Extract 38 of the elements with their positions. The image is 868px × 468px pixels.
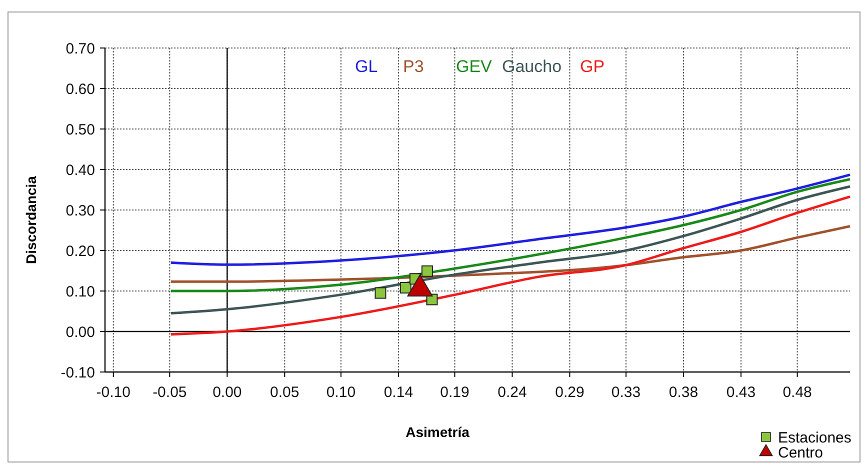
y-tick-label: 0.00 [66, 324, 95, 341]
text: P3 [403, 57, 424, 76]
text: GEV [456, 57, 493, 76]
x-tick-label: 0.19 [440, 384, 470, 401]
x-tick-label: 0.00 [212, 384, 242, 401]
x-axis-title: Asimetría [406, 424, 470, 440]
x-tick-label: 0.05 [270, 384, 300, 401]
text: GL [355, 57, 378, 76]
line-series [170, 174, 852, 266]
text: GP [580, 57, 605, 76]
y-tick-label: 0.60 [66, 80, 95, 98]
legend-label: Estaciones [778, 429, 852, 446]
y-axis-title: Discordancia [23, 176, 39, 264]
line-series [170, 195, 852, 336]
x-tick-label: 0.10 [326, 384, 356, 401]
text: Gaucho [502, 57, 562, 76]
line-series [170, 185, 852, 315]
x-tick-label: -0.10 [96, 384, 130, 401]
y-tick-label: 0.50 [66, 121, 95, 138]
y-tick-label: 0.20 [66, 242, 95, 260]
x-tick-label: 0.33 [611, 384, 641, 401]
x-tick-label: 0.38 [668, 384, 698, 401]
point [400, 282, 412, 294]
line-series [170, 178, 852, 292]
x-tick-label: 0.48 [782, 384, 812, 401]
y-tick-label: -0.10 [60, 364, 95, 382]
y-tick-label: 0.70 [66, 40, 95, 58]
x-tick-label: 0.43 [726, 384, 756, 401]
x-tick-label: 0.14 [384, 384, 414, 401]
x-tick-label: 0.29 [555, 384, 584, 401]
y-tick-label: 0.40 [66, 162, 95, 179]
point [421, 265, 433, 277]
legend-label: Centro [778, 444, 824, 462]
x-tick-label: -0.05 [152, 384, 187, 401]
y-tick-label: 0.10 [66, 283, 95, 300]
y-tick-label: 0.30 [66, 202, 95, 220]
x-tick-label: 0.24 [498, 384, 527, 401]
point [374, 287, 386, 299]
